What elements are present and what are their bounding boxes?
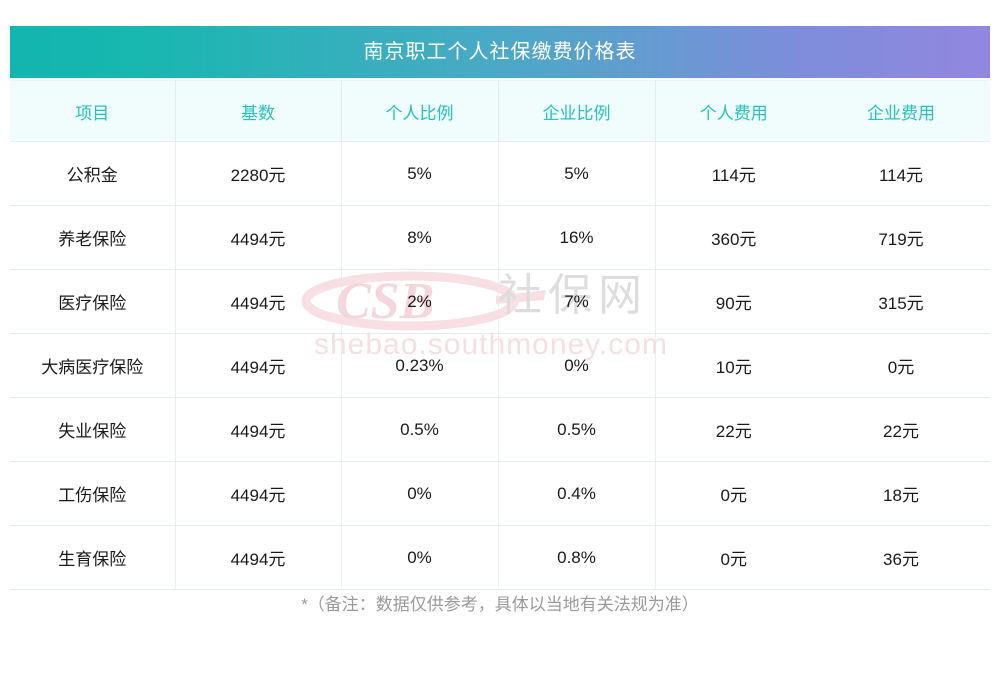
footer-note: *（备注：数据仅供参考，具体以当地有关法规为准）	[301, 595, 699, 614]
table-wrapper: 项目 基数 个人比例 企业比例 个人费用 企业费用 公积金 2280元 5% 5…	[10, 80, 990, 590]
cell-company-ratio: 0.4%	[498, 461, 656, 526]
cell-item: 失业保险	[10, 397, 176, 462]
column-header-personal-ratio: 个人比例	[341, 80, 499, 142]
cell-company-fee: 0元	[812, 333, 990, 398]
table-body: 公积金 2280元 5% 5% 114元 114元 养老保险 4494元 8% …	[10, 141, 990, 590]
cell-company-ratio: 5%	[498, 141, 656, 206]
column-header-company-ratio: 企业比例	[498, 80, 656, 142]
cell-company-fee: 315元	[812, 269, 990, 334]
cell-personal-fee: 114元	[655, 141, 812, 206]
page-title: 南京职工个人社保缴费价格表	[363, 41, 637, 63]
cell-company-fee: 18元	[812, 461, 990, 526]
cell-item: 生育保险	[10, 525, 176, 590]
table-row: 工伤保险 4494元 0% 0.4% 0元 18元	[10, 461, 990, 526]
cell-company-ratio: 0.5%	[498, 397, 656, 462]
cell-item: 养老保险	[10, 205, 176, 270]
cell-personal-fee: 0元	[655, 461, 812, 526]
cell-personal-ratio: 5%	[341, 141, 499, 206]
cell-personal-ratio: 2%	[341, 269, 499, 334]
cell-base: 4494元	[175, 269, 342, 334]
cell-personal-ratio: 0%	[341, 525, 499, 590]
cell-base: 2280元	[175, 141, 342, 206]
cell-personal-ratio: 8%	[341, 205, 499, 270]
cell-personal-ratio: 0.23%	[341, 333, 499, 398]
cell-company-fee: 22元	[812, 397, 990, 462]
page-title-banner: 南京职工个人社保缴费价格表	[10, 26, 990, 78]
cell-company-fee: 114元	[812, 141, 990, 206]
social-insurance-price-table: 项目 基数 个人比例 企业比例 个人费用 企业费用 公积金 2280元 5% 5…	[10, 80, 990, 590]
column-header-base: 基数	[175, 80, 342, 142]
cell-personal-fee: 360元	[655, 205, 812, 270]
column-header-company-fee: 企业费用	[812, 80, 990, 142]
cell-company-ratio: 0.8%	[498, 525, 656, 590]
column-header-item: 项目	[10, 80, 176, 142]
cell-base: 4494元	[175, 333, 342, 398]
table-row: 养老保险 4494元 8% 16% 360元 719元	[10, 205, 990, 270]
table-row: 医疗保险 4494元 2% 7% 90元 315元	[10, 269, 990, 334]
cell-base: 4494元	[175, 525, 342, 590]
cell-personal-fee: 90元	[655, 269, 812, 334]
cell-item: 公积金	[10, 141, 176, 206]
table-row: 失业保险 4494元 0.5% 0.5% 22元 22元	[10, 397, 990, 462]
cell-base: 4494元	[175, 205, 342, 270]
cell-personal-ratio: 0%	[341, 461, 499, 526]
table-header: 项目 基数 个人比例 企业比例 个人费用 企业费用	[10, 80, 990, 142]
cell-personal-fee: 22元	[655, 397, 812, 462]
cell-item: 医疗保险	[10, 269, 176, 334]
cell-company-ratio: 0%	[498, 333, 656, 398]
table-row: 公积金 2280元 5% 5% 114元 114元	[10, 141, 990, 206]
cell-base: 4494元	[175, 461, 342, 526]
cell-personal-ratio: 0.5%	[341, 397, 499, 462]
cell-company-ratio: 16%	[498, 205, 656, 270]
cell-company-fee: 36元	[812, 525, 990, 590]
column-header-personal-fee: 个人费用	[655, 80, 812, 142]
cell-personal-fee: 0元	[655, 525, 812, 590]
table-header-row: 项目 基数 个人比例 企业比例 个人费用 企业费用	[10, 80, 990, 142]
table-row: 大病医疗保险 4494元 0.23% 0% 10元 0元	[10, 333, 990, 398]
cell-item: 工伤保险	[10, 461, 176, 526]
cell-company-ratio: 7%	[498, 269, 656, 334]
cell-item: 大病医疗保险	[10, 333, 176, 398]
cell-company-fee: 719元	[812, 205, 990, 270]
table-row: 生育保险 4494元 0% 0.8% 0元 36元	[10, 525, 990, 590]
cell-personal-fee: 10元	[655, 333, 812, 398]
cell-base: 4494元	[175, 397, 342, 462]
